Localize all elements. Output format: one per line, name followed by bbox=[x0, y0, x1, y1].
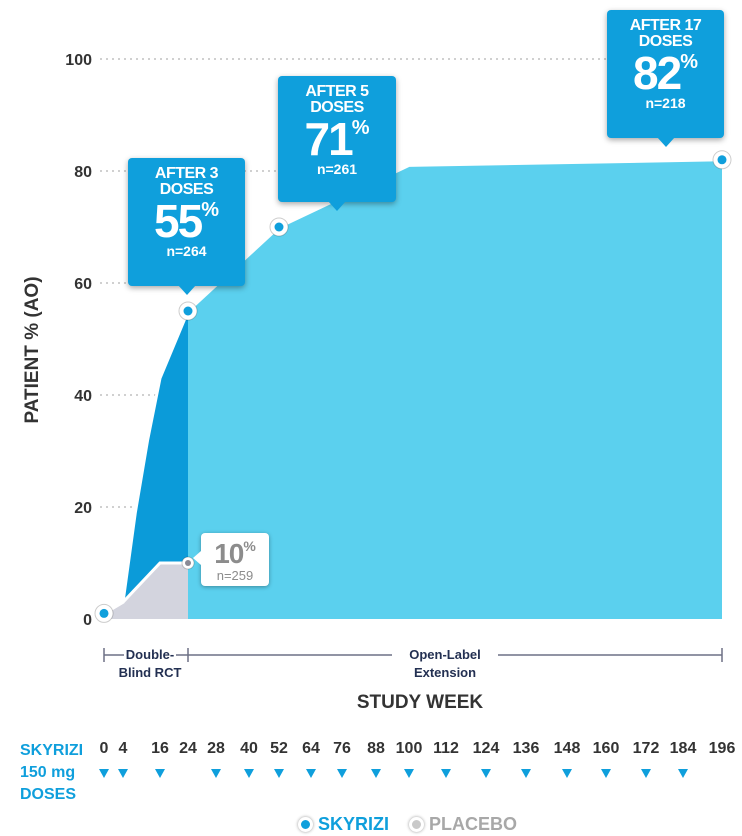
placebo-line bbox=[103, 561, 188, 615]
dose-label-line: DOSES bbox=[20, 786, 77, 803]
callout-17-doses: AFTER 17 DOSES 82% n=218 bbox=[607, 10, 724, 147]
callout-pct: % bbox=[201, 199, 219, 221]
dose-triangle-icon bbox=[562, 769, 572, 778]
week-tick-label: 100 bbox=[395, 740, 423, 757]
legend: SKYRIZI PLACEBO bbox=[298, 814, 517, 835]
legend-label: PLACEBO bbox=[429, 814, 518, 834]
dose-row-label: SKYRIZI 150 mg DOSES bbox=[20, 740, 83, 806]
callout-5-doses: AFTER 5 DOSES 71% n=261 bbox=[278, 76, 396, 211]
week-tick-label: 16 bbox=[151, 740, 169, 757]
skyrizi-marker bbox=[717, 155, 727, 165]
skyrizi-marker bbox=[183, 306, 193, 316]
dose-triangle-icon bbox=[244, 769, 254, 778]
dose-triangle-icon bbox=[99, 769, 109, 778]
dose-triangle-icon bbox=[521, 769, 531, 778]
placebo-marker bbox=[185, 560, 191, 566]
week-tick-label: 196 bbox=[708, 740, 736, 757]
dose-label-line: 150 mg bbox=[20, 764, 76, 781]
callout-line2: DOSES bbox=[310, 99, 364, 116]
open-label-area bbox=[188, 159, 722, 620]
dose-triangle-icon bbox=[371, 769, 381, 778]
dose-label-line: SKYRIZI bbox=[20, 742, 84, 759]
dose-triangle-icon bbox=[678, 769, 688, 778]
placebo-value: 10 bbox=[214, 538, 244, 569]
dose-triangle-icon bbox=[481, 769, 491, 778]
callout-value: 82 bbox=[633, 47, 682, 99]
callout-value: 71 bbox=[304, 113, 354, 165]
legend-dot-icon bbox=[298, 817, 313, 832]
week-tick-label: 76 bbox=[333, 740, 351, 757]
placebo-area bbox=[104, 563, 188, 619]
skyrizi-marker bbox=[99, 608, 109, 618]
dose-triangle-icon bbox=[337, 769, 347, 778]
skyrizi-marker bbox=[274, 222, 284, 232]
week-tick-label: 64 bbox=[302, 740, 320, 757]
dose-triangle-icon bbox=[211, 769, 221, 778]
phase-line2: Extension bbox=[413, 665, 477, 680]
week-tick-label: 24 bbox=[179, 740, 197, 757]
callout-n: n=261 bbox=[316, 161, 358, 177]
phase-label-open-label: Open-Label Extension bbox=[392, 646, 498, 682]
legend-item-skyrizi: SKYRIZI bbox=[298, 814, 389, 835]
x-axis-label: STUDY WEEK bbox=[356, 692, 484, 713]
week-tick-label: 148 bbox=[553, 740, 581, 757]
dose-triangle-icon bbox=[641, 769, 651, 778]
double-blind-area bbox=[104, 311, 188, 619]
phase-line1: Double- bbox=[123, 646, 177, 664]
placebo-callout: 10% n=259 bbox=[193, 533, 269, 586]
week-tick-label: 0 bbox=[99, 740, 109, 757]
phase-line1: Open-Label bbox=[409, 647, 481, 662]
y-tick-label: 60 bbox=[74, 276, 92, 293]
y-tick-label: 40 bbox=[74, 388, 92, 405]
week-tick-label: 28 bbox=[207, 740, 225, 757]
y-tick-label: 20 bbox=[74, 500, 92, 517]
dose-triangle-icon bbox=[274, 769, 284, 778]
callout-line2: DOSES bbox=[159, 181, 214, 198]
dose-triangle-icon bbox=[404, 769, 414, 778]
callout-line1: AFTER 3 bbox=[154, 165, 219, 182]
week-tick-label: 136 bbox=[512, 740, 540, 757]
phase-line2: Blind RCT bbox=[118, 665, 182, 680]
dose-triangle-icon bbox=[118, 769, 128, 778]
legend-dot-icon bbox=[409, 817, 425, 832]
week-tick-label: 52 bbox=[270, 740, 288, 757]
callout-value: 55 bbox=[154, 195, 203, 247]
callout-n: n=264 bbox=[166, 243, 207, 259]
dose-triangle-icon bbox=[306, 769, 316, 778]
week-tick-label: 4 bbox=[118, 740, 128, 757]
week-tick-label: 184 bbox=[669, 740, 697, 757]
callout-line1: AFTER 5 bbox=[305, 83, 369, 100]
callout-pct: % bbox=[351, 117, 370, 139]
legend-label: SKYRIZI bbox=[318, 814, 390, 834]
callout-line1: AFTER 17 bbox=[629, 17, 702, 34]
dose-triangle-icon bbox=[601, 769, 611, 778]
dose-triangle-icon bbox=[441, 769, 451, 778]
y-tick-label: 0 bbox=[83, 612, 92, 629]
week-tick-label: 88 bbox=[367, 740, 385, 757]
callout-n: n=218 bbox=[645, 95, 686, 111]
y-axis-label: PATIENT % (AO) bbox=[22, 276, 43, 424]
dose-triangle-icon bbox=[155, 769, 165, 778]
week-tick-label: 160 bbox=[592, 740, 620, 757]
placebo-pct: % bbox=[243, 538, 256, 554]
callout-3-doses: AFTER 3 DOSES 55% n=264 bbox=[128, 158, 245, 295]
phase-label-double-blind: Double- Blind RCT bbox=[112, 646, 188, 682]
week-tick-label: 172 bbox=[632, 740, 660, 757]
callout-pct: % bbox=[680, 51, 698, 73]
y-tick-label: 80 bbox=[74, 164, 92, 181]
legend-item-placebo: PLACEBO bbox=[409, 814, 517, 835]
week-tick-label: 40 bbox=[240, 740, 258, 757]
callout-line2: DOSES bbox=[638, 33, 693, 50]
week-tick-label: 124 bbox=[472, 740, 500, 757]
week-tick-label: 112 bbox=[433, 740, 459, 757]
y-tick-label: 100 bbox=[65, 52, 92, 69]
placebo-n: n=259 bbox=[216, 568, 254, 583]
